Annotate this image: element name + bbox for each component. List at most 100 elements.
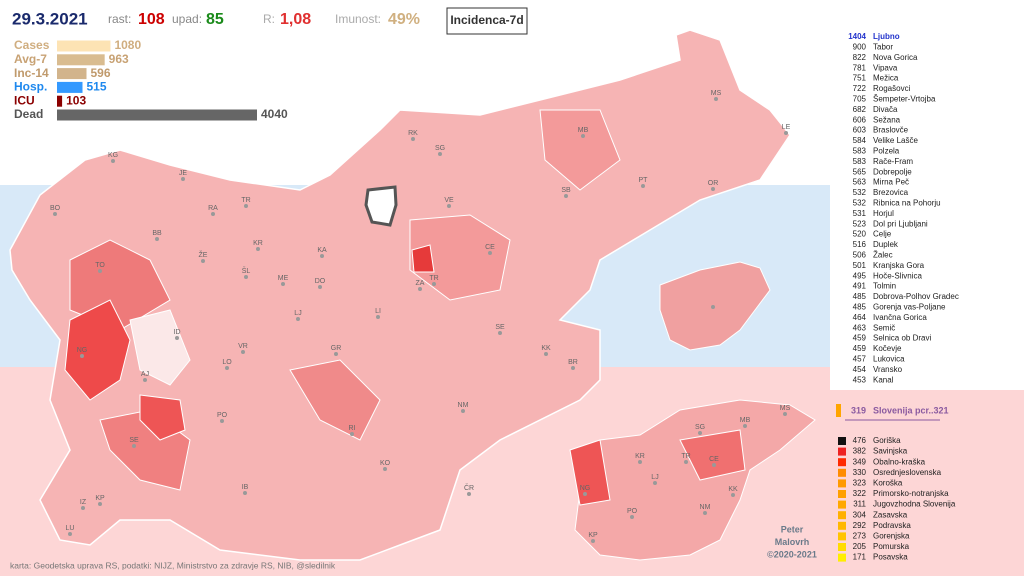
- header-date: 29.3.2021: [12, 9, 88, 28]
- stat-bar: [57, 95, 63, 107]
- town-label: JE: [179, 170, 188, 177]
- stat-value: 963: [109, 52, 129, 66]
- town-label: DO: [315, 278, 326, 285]
- town-label: VE: [444, 197, 454, 204]
- region-dot: [703, 511, 707, 515]
- region-map-label: MS: [780, 405, 791, 412]
- municipality-value: 603: [853, 126, 867, 135]
- town-dot: [181, 177, 185, 181]
- town-dot: [296, 317, 300, 321]
- municipality-value: 900: [853, 43, 867, 52]
- region-value: 273: [853, 532, 867, 541]
- municipality-value: 520: [853, 230, 867, 239]
- mode-button[interactable]: [446, 7, 528, 35]
- municipality-name: Duplek: [873, 240, 899, 249]
- footer-credits: karta: Geodetska uprava RS, podatki: NIJ…: [10, 560, 336, 570]
- town-label: SE: [129, 437, 139, 444]
- municipality-name: Šempeter-Vrtojba: [873, 95, 936, 104]
- municipality-value: 457: [853, 355, 867, 364]
- region-dot: [638, 460, 642, 464]
- region-map-label: NM: [700, 504, 711, 511]
- municipality-value: 583: [853, 147, 867, 156]
- region-value: 323: [853, 479, 867, 488]
- municipality-name: Mežica: [873, 74, 899, 83]
- region-name: Jugovzhodna Slovenija: [873, 500, 956, 509]
- municipality-name: Kranjska Gora: [873, 261, 925, 270]
- municipality-value: 1404: [848, 32, 866, 41]
- town-dot: [241, 350, 245, 354]
- municipality-name: Rogašovci: [873, 84, 911, 93]
- municipality-name: Celje: [873, 230, 892, 239]
- region-map-label: MB: [740, 417, 751, 424]
- town-label: KO: [380, 460, 391, 467]
- town-label: MS: [711, 90, 722, 97]
- town-label: TR: [429, 275, 438, 282]
- town-dot: [68, 532, 72, 536]
- region-name: Goriška: [873, 436, 901, 445]
- region-map-label: CE: [709, 456, 719, 463]
- national-value: 319: [851, 405, 866, 415]
- town-label: SE: [495, 324, 505, 331]
- town-dot: [432, 282, 436, 286]
- town-dot: [220, 419, 224, 423]
- stat-value: 4040: [261, 107, 288, 121]
- region-dot: [783, 412, 787, 416]
- region-map-label: PO: [627, 508, 638, 515]
- town-dot: [175, 336, 179, 340]
- town-dot: [80, 354, 84, 358]
- region-map-label: KP: [588, 532, 598, 539]
- town-label: LJ: [294, 310, 301, 317]
- municipality-name: Ribnica na Pohorju: [873, 199, 941, 208]
- town-label: IZ: [80, 499, 87, 506]
- town-label: ŠL: [242, 266, 251, 275]
- town-dot: [714, 97, 718, 101]
- town-dot: [467, 492, 471, 496]
- town-dot: [243, 491, 247, 495]
- region-dot: [653, 481, 657, 485]
- slovenia-map: [9, 29, 816, 561]
- town-label: ZA: [416, 280, 425, 287]
- dynamic-layer: 29.3.2021 rast: 108 upad: 85 R: 1,08 Imunost: 49…: [10, 9, 959, 570]
- region-name: Obalno-kraška: [873, 457, 926, 466]
- header-r_label: R:: [263, 12, 275, 26]
- region-swatch: [838, 447, 846, 456]
- town-dot: [244, 204, 248, 208]
- municipality-value: 516: [853, 240, 867, 249]
- municipality-value: 463: [853, 323, 867, 332]
- region-swatch: [838, 521, 846, 530]
- region-value: 476: [853, 436, 867, 445]
- town-label: LE: [782, 124, 791, 131]
- town-dot: [81, 506, 85, 510]
- municipality-name: Tolmin: [873, 282, 896, 291]
- town-label: ID: [174, 329, 181, 336]
- region-value: 322: [853, 489, 867, 498]
- municipality-name: Rače-Fram: [873, 157, 913, 166]
- municipality-value: 606: [853, 115, 867, 124]
- inset-region: [569, 439, 611, 506]
- municipality-name: Vipava: [873, 63, 898, 72]
- municipality-value: 506: [853, 251, 867, 260]
- header-growth_label: rast:: [108, 12, 131, 26]
- stat-bar: [57, 81, 83, 93]
- stat-bar: [57, 109, 257, 121]
- municipality-value: 565: [853, 167, 867, 176]
- region-name: Koroška: [873, 479, 903, 488]
- municipality-name: Lukovica: [873, 355, 905, 364]
- mode-button-label[interactable]: Incidenca-7d: [450, 13, 523, 27]
- region-map-label: NG: [580, 485, 591, 492]
- region-swatch: [838, 553, 846, 562]
- town-label: GR: [331, 345, 342, 352]
- inset-region: [679, 429, 746, 481]
- region-dot: [698, 431, 702, 435]
- region-value: 349: [853, 457, 867, 466]
- town-label: KA: [317, 247, 327, 254]
- header-immunity: 49%: [388, 11, 420, 28]
- town-dot: [350, 432, 354, 436]
- national-marker: [836, 404, 841, 417]
- town-dot: [564, 194, 568, 198]
- region-name: Primorsko-notranjska: [873, 489, 949, 498]
- stat-value: 596: [91, 66, 111, 80]
- town-label: KK: [541, 345, 551, 352]
- region-swatch: [838, 532, 846, 541]
- town-dot: [498, 331, 502, 335]
